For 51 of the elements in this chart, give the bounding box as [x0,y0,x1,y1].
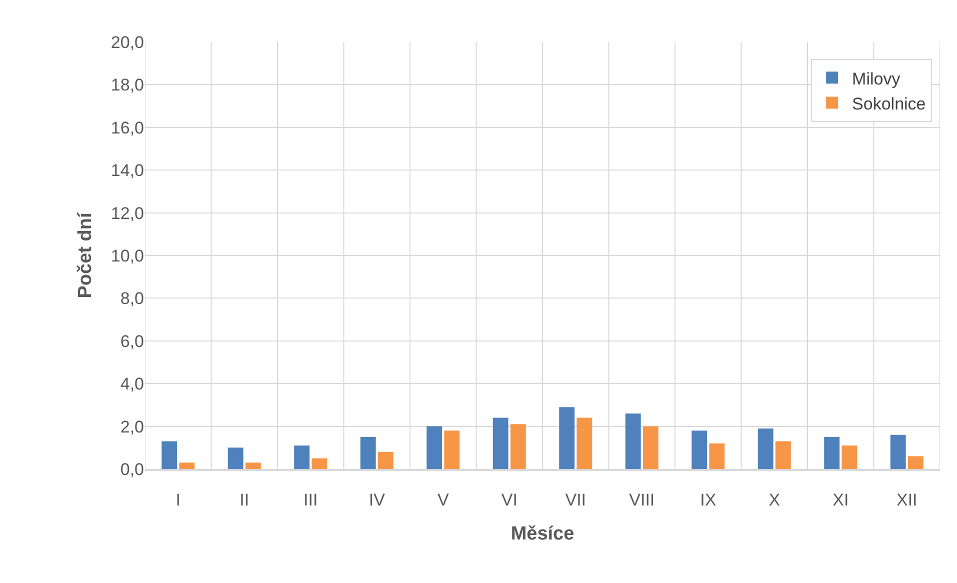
bar [378,452,394,469]
bar [510,424,526,469]
bar [842,446,858,469]
y-axis-title: Počet dní [74,212,96,298]
bar [492,418,508,469]
y-tick-label: 18,0 [110,76,144,95]
bar [642,426,658,469]
y-tick-label: 0,0 [120,460,144,479]
y-tick-label: 8,0 [120,289,144,308]
x-tick-label: VIII [629,490,655,510]
bar [576,418,592,469]
x-axis-title: Měsíce [510,524,574,545]
legend-label: Milovy [852,69,901,88]
bar [692,430,708,469]
bar [709,443,725,469]
y-tick-label: 2,0 [120,417,144,436]
x-tick-label: I [176,490,180,510]
bar [444,430,460,469]
bar [758,428,774,469]
bar [360,436,376,469]
y-tick-label: 14,0 [110,161,144,180]
x-tick-label: XI [832,490,849,510]
x-tick-label: V [437,490,450,510]
x-tick-label: IV [368,490,386,510]
y-tick-label: 12,0 [110,204,144,223]
x-tick-label: VI [501,490,518,510]
bar [245,462,261,469]
bar [908,456,924,469]
bar [294,446,310,469]
bar [775,441,791,469]
bar [228,448,244,469]
bar [312,458,328,469]
y-tick-label: 10,0 [110,246,144,266]
x-tick-label: X [768,490,780,510]
bar [559,407,575,469]
bar [162,441,178,469]
bar [426,426,442,469]
y-tick-label: 4,0 [120,374,144,394]
y-tick-label: 16,0 [110,118,144,138]
bar [824,436,840,469]
x-tick-label: IX [700,490,716,510]
x-tick-label: III [304,490,318,510]
bar [625,413,641,469]
legend-label: Sokolnice [852,94,926,114]
y-tick-label: 6,0 [120,332,144,351]
bar [890,434,906,469]
bar [179,462,195,469]
x-tick-label: XII [896,490,918,510]
y-tick-label: 20,0 [110,32,144,52]
x-tick-label: VII [565,490,586,510]
x-tick-label: II [240,490,250,510]
